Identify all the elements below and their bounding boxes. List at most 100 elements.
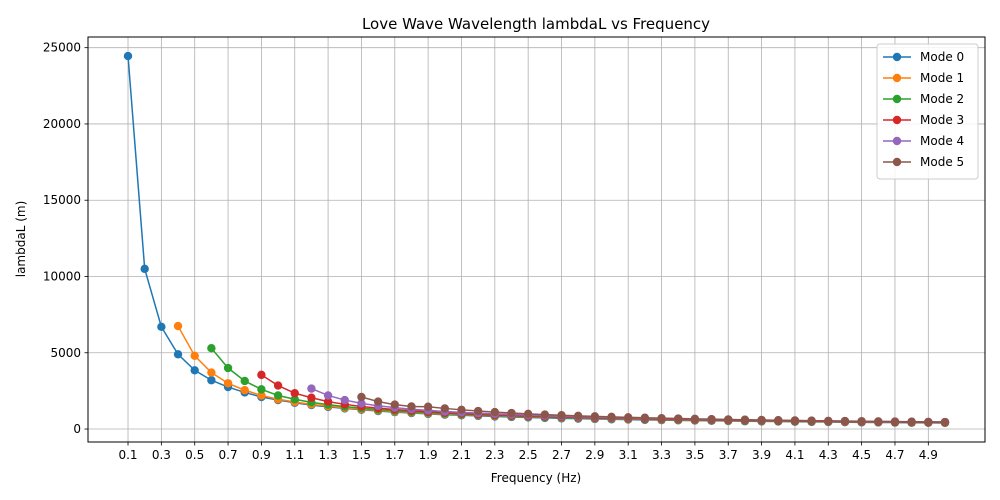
y-tick-label: 15000 bbox=[43, 193, 81, 207]
data-point bbox=[457, 405, 466, 415]
legend-swatch-marker bbox=[892, 94, 902, 104]
legend-label: Mode 0 bbox=[920, 50, 964, 64]
data-point bbox=[557, 411, 566, 420]
chart-title: Love Wave Wavelength lambdaL vs Frequenc… bbox=[362, 15, 710, 33]
y-axis-title: lambdaL (m) bbox=[14, 201, 28, 278]
data-point bbox=[240, 376, 249, 386]
x-tick-label: 1.7 bbox=[385, 448, 404, 462]
data-point bbox=[290, 395, 299, 404]
x-tick-label: 0.1 bbox=[118, 448, 137, 462]
data-point bbox=[373, 397, 383, 406]
data-point bbox=[240, 385, 249, 395]
data-point bbox=[323, 391, 333, 400]
x-axis-title: Frequency (Hz) bbox=[491, 471, 582, 485]
legend-swatch-marker bbox=[892, 136, 902, 146]
legend-item: Mode 5 bbox=[883, 155, 964, 169]
data-point bbox=[440, 404, 449, 413]
data-point bbox=[674, 414, 683, 423]
x-tick-label: 1.9 bbox=[419, 448, 438, 462]
data-point bbox=[173, 350, 183, 359]
series-layer bbox=[123, 51, 950, 428]
x-tick-label: 1.5 bbox=[352, 448, 371, 462]
data-point bbox=[273, 381, 283, 390]
x-tick-label: 4.9 bbox=[919, 448, 938, 462]
y-tick-label: 0 bbox=[73, 422, 81, 436]
data-point bbox=[573, 411, 583, 421]
legend-swatch-marker bbox=[892, 73, 902, 83]
x-tick-label: 0.7 bbox=[219, 448, 238, 462]
data-point bbox=[223, 363, 233, 373]
data-point bbox=[507, 408, 516, 418]
data-point bbox=[190, 351, 199, 361]
y-tick-label: 20000 bbox=[43, 117, 81, 131]
y-tick-label: 25000 bbox=[43, 41, 81, 55]
legend-swatch-marker bbox=[892, 52, 902, 62]
data-point bbox=[607, 412, 616, 422]
data-point bbox=[290, 388, 299, 398]
data-point bbox=[173, 321, 183, 331]
data-point bbox=[857, 417, 866, 426]
x-tick-label: 4.3 bbox=[819, 448, 838, 462]
x-tick-label: 4.7 bbox=[885, 448, 904, 462]
legend-item: Mode 0 bbox=[883, 50, 964, 64]
legend-label: Mode 1 bbox=[920, 71, 964, 85]
data-point bbox=[757, 415, 766, 425]
data-point bbox=[257, 385, 266, 394]
legend-item: Mode 3 bbox=[883, 113, 964, 127]
x-tick-label: 2.9 bbox=[585, 448, 604, 462]
plot-frame bbox=[87, 36, 986, 443]
data-point bbox=[207, 368, 216, 377]
data-point bbox=[724, 415, 733, 424]
data-point bbox=[390, 400, 399, 409]
x-tick-label: 3.1 bbox=[619, 448, 638, 462]
data-point bbox=[707, 414, 716, 424]
data-point bbox=[640, 413, 650, 422]
y-tick-label: 5000 bbox=[50, 346, 81, 360]
x-tick-label: 4.5 bbox=[852, 448, 871, 462]
data-point bbox=[307, 393, 316, 402]
x-tick-label: 1.3 bbox=[319, 448, 338, 462]
data-point bbox=[874, 417, 883, 426]
data-point bbox=[207, 376, 216, 385]
x-tick-label: 3.9 bbox=[752, 448, 771, 462]
data-point bbox=[774, 416, 783, 425]
data-point bbox=[807, 416, 816, 425]
data-point bbox=[340, 395, 349, 405]
data-point bbox=[657, 413, 666, 423]
grid bbox=[88, 37, 985, 442]
series-mode-5 bbox=[357, 392, 950, 427]
x-axis: 0.1 0.3 0.5 0.7 0.9 1.1 1.3 1.5 1.7 1.9 2.1 2.3 2.5 2… bbox=[118, 442, 938, 462]
x-tick-label: 3.7 bbox=[719, 448, 738, 462]
legend-swatch-marker bbox=[892, 157, 902, 167]
data-point bbox=[257, 391, 266, 400]
data-point bbox=[790, 416, 800, 425]
data-point bbox=[490, 407, 500, 417]
data-point bbox=[357, 392, 366, 402]
data-point bbox=[824, 416, 833, 426]
data-point bbox=[190, 366, 199, 375]
data-point bbox=[740, 415, 750, 424]
data-point bbox=[523, 409, 533, 419]
data-point bbox=[690, 414, 700, 424]
legend-label: Mode 5 bbox=[920, 155, 964, 169]
y-axis: 0 5000 10000 15000 20000 25000 bbox=[43, 41, 88, 436]
data-point bbox=[257, 370, 266, 380]
x-tick-label: 1.1 bbox=[285, 448, 304, 462]
data-point bbox=[590, 412, 600, 421]
data-point bbox=[273, 391, 283, 400]
legend-label: Mode 2 bbox=[920, 92, 964, 106]
data-point bbox=[157, 322, 166, 332]
x-tick-label: 3.3 bbox=[652, 448, 671, 462]
data-point bbox=[907, 417, 916, 426]
legend: Mode 0 Mode 1 Mode 2 Mode 3 Mode 4 Mode 5 bbox=[876, 43, 979, 180]
data-point bbox=[924, 417, 933, 427]
data-point bbox=[540, 410, 550, 419]
legend-label: Mode 3 bbox=[920, 113, 964, 127]
data-point bbox=[473, 406, 483, 416]
x-tick-label: 0.3 bbox=[152, 448, 171, 462]
x-tick-label: 2.1 bbox=[452, 448, 471, 462]
legend-item: Mode 1 bbox=[883, 71, 964, 85]
x-tick-label: 2.7 bbox=[552, 448, 571, 462]
